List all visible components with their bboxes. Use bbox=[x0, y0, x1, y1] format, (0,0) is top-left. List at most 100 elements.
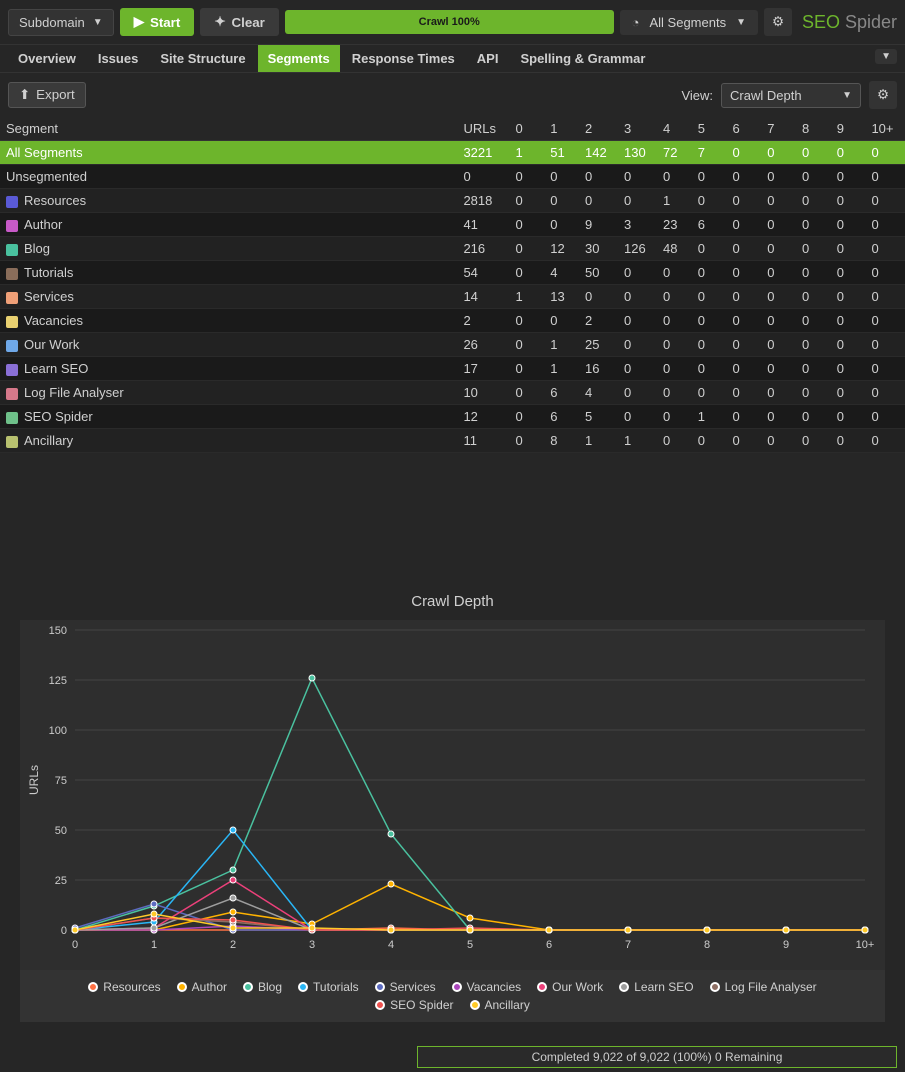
svg-text:8: 8 bbox=[704, 939, 710, 951]
tab-overflow-button[interactable]: ▼ bbox=[875, 49, 897, 64]
segment-swatch bbox=[6, 292, 18, 304]
segment-swatch bbox=[6, 316, 18, 328]
segment-name: Vacancies bbox=[24, 313, 83, 328]
tab-api[interactable]: API bbox=[467, 45, 509, 72]
table-row[interactable]: Learn SEO17011600000000 bbox=[0, 357, 905, 381]
chart-canvas: 0255075100125150012345678910+URLs bbox=[20, 620, 885, 970]
table-row[interactable]: All Segments322115114213072700000 bbox=[0, 141, 905, 165]
table-row[interactable]: Services14113000000000 bbox=[0, 285, 905, 309]
tab-issues[interactable]: Issues bbox=[88, 45, 148, 72]
column-header[interactable]: 10+ bbox=[865, 117, 905, 141]
table-cell: 0 bbox=[692, 261, 727, 285]
column-header[interactable]: 8 bbox=[796, 117, 831, 141]
column-header[interactable]: 1 bbox=[544, 117, 579, 141]
view-select[interactable]: Crawl Depth ▼ bbox=[721, 83, 861, 108]
table-cell: 0 bbox=[618, 357, 657, 381]
legend-item[interactable]: Ancillary bbox=[470, 998, 530, 1012]
legend-item[interactable]: Resources bbox=[88, 980, 160, 994]
tab-segments[interactable]: Segments bbox=[258, 45, 340, 72]
segments-table: SegmentURLs012345678910+ All Segments322… bbox=[0, 117, 905, 453]
legend-item[interactable]: Our Work bbox=[537, 980, 603, 994]
table-cell: 12 bbox=[457, 405, 509, 429]
table-row[interactable]: Vacancies200200000000 bbox=[0, 309, 905, 333]
svg-text:2: 2 bbox=[230, 939, 236, 951]
export-button[interactable]: ⬆ Export bbox=[8, 82, 86, 108]
table-cell: 0 bbox=[761, 261, 796, 285]
table-row[interactable]: Author41009323600000 bbox=[0, 213, 905, 237]
table-cell: 0 bbox=[831, 405, 866, 429]
table-cell: 0 bbox=[865, 333, 905, 357]
table-cell: 0 bbox=[865, 309, 905, 333]
table-cell: 26 bbox=[457, 333, 509, 357]
clear-button[interactable]: ✦ Clear bbox=[200, 8, 279, 36]
table-row[interactable]: Log File Analyser1006400000000 bbox=[0, 381, 905, 405]
tab-overview[interactable]: Overview bbox=[8, 45, 86, 72]
table-cell: 4 bbox=[579, 381, 618, 405]
table-cell: 0 bbox=[865, 189, 905, 213]
table-row[interactable]: Blog2160123012648000000 bbox=[0, 237, 905, 261]
table-cell: 1 bbox=[510, 141, 545, 165]
start-button[interactable]: ▶ Start bbox=[120, 8, 195, 36]
legend-item[interactable]: Vacancies bbox=[452, 980, 521, 994]
legend-label: SEO Spider bbox=[390, 998, 453, 1012]
table-cell: 9 bbox=[579, 213, 618, 237]
legend-item[interactable]: Services bbox=[375, 980, 436, 994]
legend-item[interactable]: Blog bbox=[243, 980, 282, 994]
table-cell: 216 bbox=[457, 237, 509, 261]
segment-swatch bbox=[6, 196, 18, 208]
table-cell: 8 bbox=[544, 429, 579, 453]
table-body: All Segments322115114213072700000Unsegme… bbox=[0, 141, 905, 453]
table-cell: 1 bbox=[510, 285, 545, 309]
table-cell: 0 bbox=[831, 237, 866, 261]
column-header[interactable]: 6 bbox=[727, 117, 762, 141]
column-header[interactable]: 3 bbox=[618, 117, 657, 141]
legend-dot bbox=[452, 982, 462, 992]
segments-settings-button[interactable]: ⚙ bbox=[764, 8, 792, 36]
tab-response-times[interactable]: Response Times bbox=[342, 45, 465, 72]
tab-site-structure[interactable]: Site Structure bbox=[150, 45, 255, 72]
table-cell: 0 bbox=[618, 309, 657, 333]
table-row[interactable]: Our Work26012500000000 bbox=[0, 333, 905, 357]
table-row[interactable]: Tutorials54045000000000 bbox=[0, 261, 905, 285]
column-header[interactable]: 4 bbox=[657, 117, 692, 141]
legend-item[interactable]: Tutorials bbox=[298, 980, 359, 994]
column-header[interactable]: 5 bbox=[692, 117, 727, 141]
column-header[interactable]: URLs bbox=[457, 117, 509, 141]
table-cell: 0 bbox=[618, 405, 657, 429]
table-cell: 6 bbox=[692, 213, 727, 237]
column-header[interactable]: Segment bbox=[0, 117, 457, 141]
legend-item[interactable]: Learn SEO bbox=[619, 980, 693, 994]
legend-item[interactable]: Log File Analyser bbox=[710, 980, 817, 994]
legend-item[interactable]: SEO Spider bbox=[375, 998, 453, 1012]
table-cell: 130 bbox=[618, 141, 657, 165]
column-header[interactable]: 0 bbox=[510, 117, 545, 141]
segments-dropdown[interactable]: ◔ All Segments ▼ bbox=[620, 10, 758, 35]
table-row[interactable]: Unsegmented000000000000 bbox=[0, 165, 905, 189]
view-settings-button[interactable]: ⚙ bbox=[869, 81, 897, 109]
legend-item[interactable]: Author bbox=[177, 980, 227, 994]
table-cell: 0 bbox=[727, 429, 762, 453]
mode-dropdown[interactable]: Subdomain ▼ bbox=[8, 9, 114, 36]
table-cell: 1 bbox=[618, 429, 657, 453]
segment-swatch bbox=[6, 220, 18, 232]
segment-name: Author bbox=[24, 217, 62, 232]
column-header[interactable]: 9 bbox=[831, 117, 866, 141]
tab-spelling-grammar[interactable]: Spelling & Grammar bbox=[510, 45, 655, 72]
table-row[interactable]: Resources281800001000000 bbox=[0, 189, 905, 213]
column-header[interactable]: 2 bbox=[579, 117, 618, 141]
table-row[interactable]: Ancillary1108110000000 bbox=[0, 429, 905, 453]
column-header[interactable]: 7 bbox=[761, 117, 796, 141]
table-cell: 0 bbox=[510, 357, 545, 381]
svg-text:100: 100 bbox=[49, 725, 67, 737]
legend-dot bbox=[375, 1000, 385, 1010]
table-cell: 48 bbox=[657, 237, 692, 261]
gear-icon: ⚙ bbox=[772, 14, 784, 29]
svg-text:URLs: URLs bbox=[27, 765, 41, 795]
svg-text:5: 5 bbox=[467, 939, 473, 951]
table-row[interactable]: SEO Spider1206500100000 bbox=[0, 405, 905, 429]
table-cell: 142 bbox=[579, 141, 618, 165]
table-cell: 30 bbox=[579, 237, 618, 261]
table-cell: 0 bbox=[831, 285, 866, 309]
view-value: Crawl Depth bbox=[730, 88, 802, 103]
table-cell: 0 bbox=[831, 261, 866, 285]
